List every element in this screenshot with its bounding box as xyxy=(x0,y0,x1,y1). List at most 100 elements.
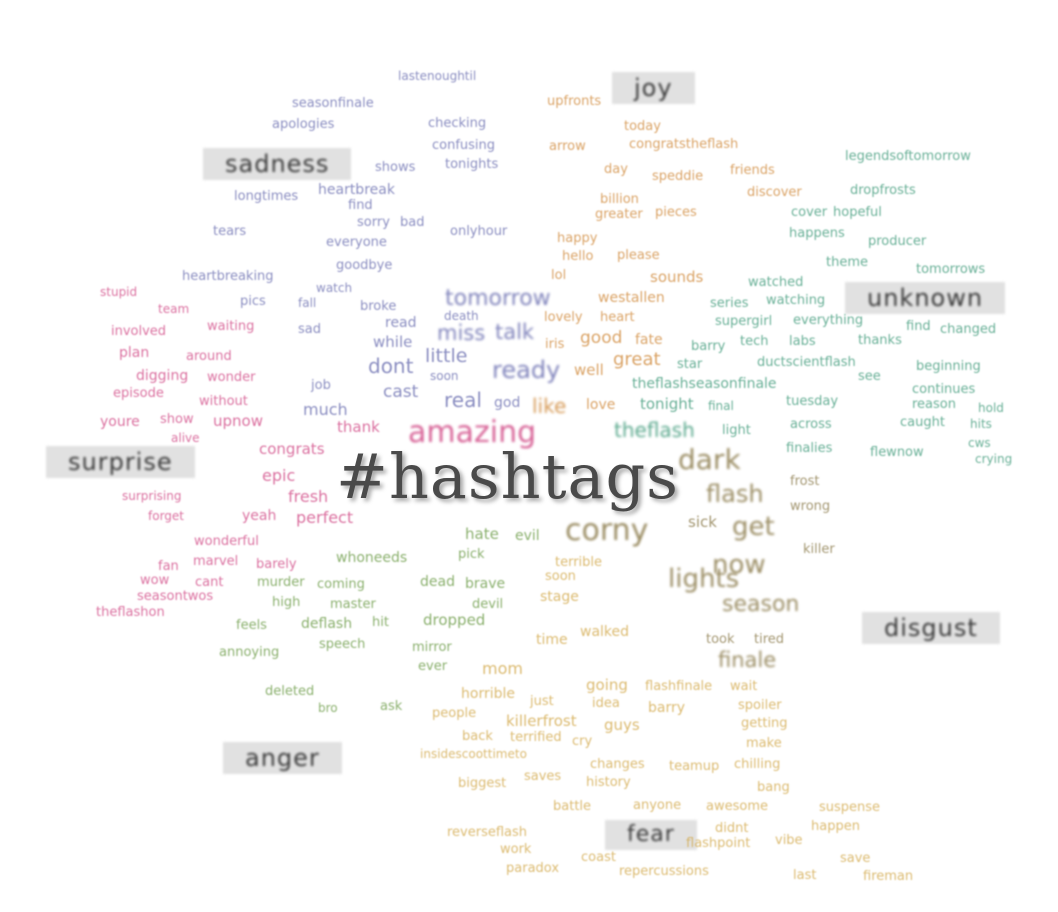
word: onlyhour xyxy=(450,224,508,239)
word: killerfrost xyxy=(506,712,577,730)
word: watching xyxy=(766,293,826,308)
word: cast xyxy=(383,382,419,402)
word: job xyxy=(311,378,331,393)
word: death xyxy=(444,309,479,323)
word: reverseflash xyxy=(447,825,528,840)
word: idea xyxy=(592,696,620,711)
word: finale xyxy=(718,648,777,672)
word: star xyxy=(677,357,703,372)
word: thanks xyxy=(858,333,902,348)
word: everything xyxy=(793,313,864,328)
word: waiting xyxy=(207,319,255,334)
word: wow xyxy=(140,573,170,588)
word: legendsoftomorrow xyxy=(845,149,971,164)
word: awesome xyxy=(706,799,768,814)
word: changed xyxy=(940,322,997,337)
word: sorry xyxy=(357,215,390,230)
word: speddie xyxy=(652,169,704,184)
word: just xyxy=(530,694,554,709)
word: happy xyxy=(557,231,598,246)
word: good xyxy=(580,328,623,348)
word: pieces xyxy=(655,205,697,220)
word: brave xyxy=(465,576,506,592)
emotion-label-sadness: sadness xyxy=(203,148,352,180)
word: tuesday xyxy=(786,394,839,409)
word: digging xyxy=(136,368,189,384)
word: history xyxy=(586,775,631,790)
word: fresh xyxy=(288,487,329,506)
word: amazing xyxy=(408,415,537,450)
word: save xyxy=(840,851,871,866)
word: wonderful xyxy=(194,534,259,549)
word: theflash xyxy=(614,418,695,442)
word: discover xyxy=(747,185,802,200)
word: see xyxy=(858,369,881,384)
word: watch xyxy=(316,281,353,295)
word: bad xyxy=(400,215,425,230)
word: wrong xyxy=(790,499,831,514)
word: tech xyxy=(740,334,769,349)
word: involved xyxy=(111,324,167,339)
emotion-label-surprise: surprise xyxy=(46,446,195,478)
word: across xyxy=(790,417,832,432)
word: hold xyxy=(978,401,1004,415)
word: final xyxy=(708,399,734,413)
word: plan xyxy=(119,345,150,361)
word: cws xyxy=(968,436,991,450)
word: tonights xyxy=(445,157,499,172)
word: heartbreak xyxy=(318,182,395,198)
word: guys xyxy=(604,716,640,734)
word: killer xyxy=(803,542,835,557)
word: friends xyxy=(730,163,775,178)
word: show xyxy=(160,412,194,427)
word: theflashseasonfinale xyxy=(632,376,777,392)
word: get xyxy=(732,512,775,542)
word: hopeful xyxy=(833,205,882,220)
word: hits xyxy=(970,417,992,431)
word: greater xyxy=(595,207,643,222)
word: repercussions xyxy=(619,864,709,879)
word: coast xyxy=(581,850,616,865)
word: team xyxy=(158,302,190,316)
word: great xyxy=(613,349,661,370)
word: heartbreaking xyxy=(182,269,274,284)
word: lastenoughtil xyxy=(398,69,477,83)
word: congratstheflash xyxy=(629,137,739,152)
word: terrified xyxy=(510,730,562,745)
word: lights xyxy=(668,564,740,594)
word: longtimes xyxy=(234,189,299,204)
word: upnow xyxy=(213,412,263,430)
word: labs xyxy=(789,334,816,349)
word: seasontwos xyxy=(137,589,214,604)
title: #hashtags xyxy=(336,440,679,513)
emotion-label-joy: joy xyxy=(612,72,695,104)
word: crying xyxy=(975,452,1013,466)
word: flashpoint xyxy=(686,836,751,851)
word: suspense xyxy=(819,800,881,815)
word: barely xyxy=(256,557,297,572)
word: fate xyxy=(635,332,663,348)
word: apologies xyxy=(272,117,335,132)
word: soon xyxy=(545,569,576,584)
word: alive xyxy=(171,431,200,445)
emotion-label-fear: fear xyxy=(605,820,697,850)
word: marvel xyxy=(193,554,239,569)
word: well xyxy=(574,361,604,379)
word: saves xyxy=(524,769,562,784)
word: dead xyxy=(420,574,455,590)
word: god xyxy=(494,395,521,411)
word: pics xyxy=(240,294,266,309)
word: pick xyxy=(458,547,485,562)
word: caught xyxy=(900,415,945,430)
word: find xyxy=(348,198,373,213)
word: fan xyxy=(158,559,179,574)
word: flashfinale xyxy=(645,679,713,694)
word: dont xyxy=(368,354,414,378)
word: whoneeds xyxy=(336,550,408,566)
word: ductscientflash xyxy=(757,355,856,370)
word: fireman xyxy=(863,869,914,884)
word: coming xyxy=(317,577,365,592)
word: forget xyxy=(148,509,184,523)
word: yeah xyxy=(242,508,277,524)
